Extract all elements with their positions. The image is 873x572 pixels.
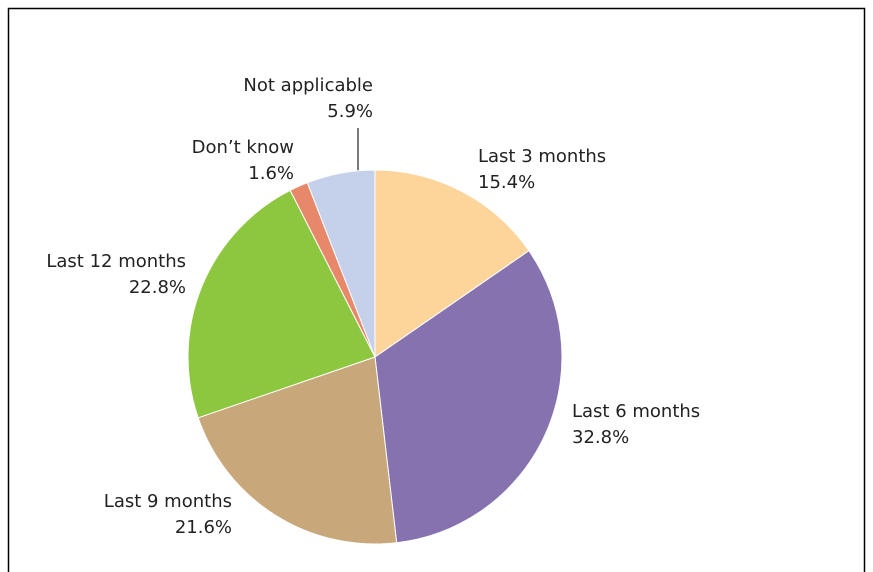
slice-value-label: 22.8% bbox=[129, 277, 186, 298]
pie-slice bbox=[374, 169, 530, 358]
slice-value-label: 21.6% bbox=[175, 517, 232, 538]
slice-label: Not applicable bbox=[243, 75, 373, 96]
slice-label: Last 12 months bbox=[46, 251, 186, 272]
frame bbox=[7, 7, 866, 572]
slice-label: Last 3 months bbox=[478, 146, 606, 167]
slice-label: Last 6 months bbox=[572, 401, 700, 422]
slice-value-label: 5.9% bbox=[327, 101, 373, 122]
slice-value-label: 32.8% bbox=[572, 427, 629, 448]
pie-slice bbox=[187, 189, 376, 419]
pie-slice bbox=[306, 169, 376, 358]
pie-slice bbox=[197, 356, 398, 545]
slice-label: Don’t know bbox=[192, 137, 294, 158]
slice-value-label: 15.4% bbox=[478, 172, 535, 193]
slice-label: Last 9 months bbox=[104, 491, 232, 512]
pie-slice bbox=[374, 250, 563, 544]
slice-value-label: 1.6% bbox=[248, 163, 294, 184]
